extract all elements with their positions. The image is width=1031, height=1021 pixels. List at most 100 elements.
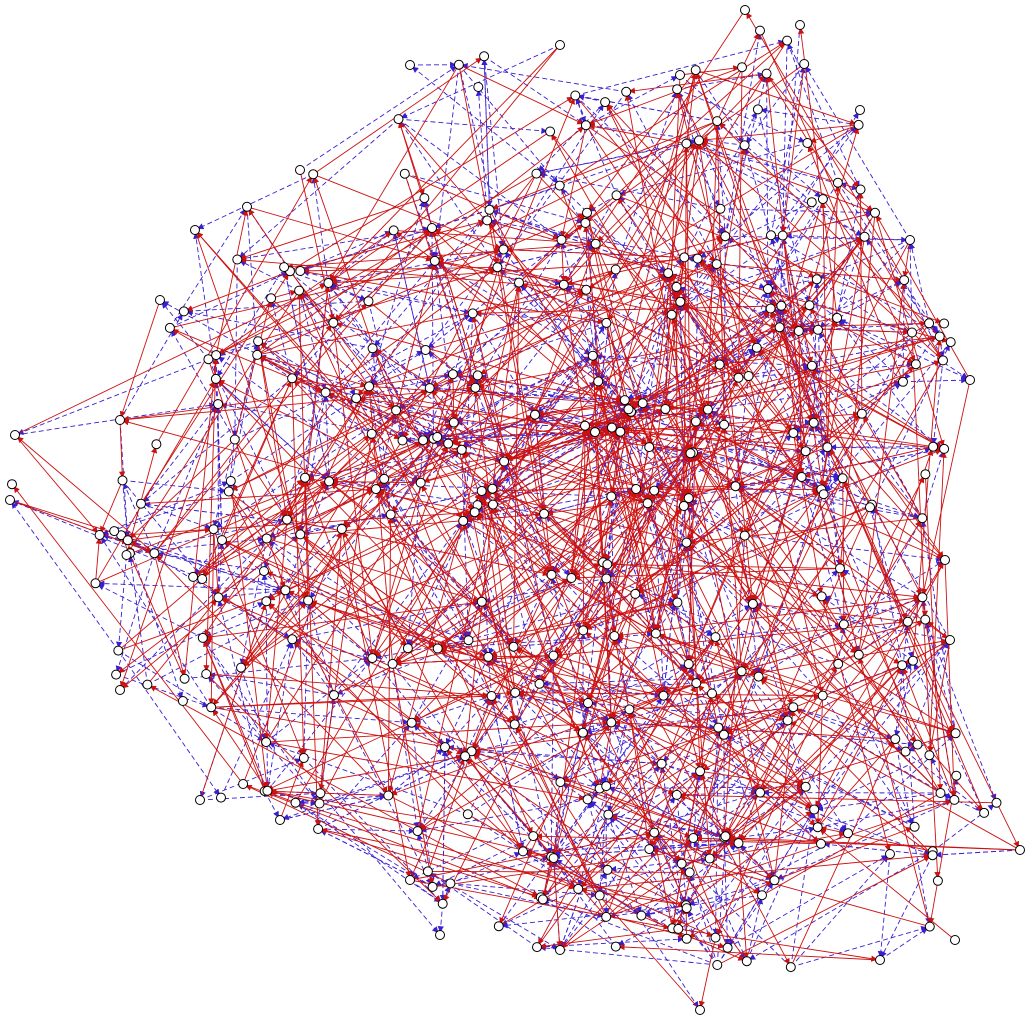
node — [822, 442, 833, 453]
edge — [686, 542, 941, 794]
edge — [513, 574, 552, 647]
edge — [404, 173, 562, 241]
edge — [489, 185, 560, 211]
edge — [228, 491, 389, 796]
edge — [215, 173, 537, 356]
edge — [709, 727, 721, 859]
edge — [684, 542, 713, 694]
edge — [265, 600, 469, 815]
edge — [586, 212, 650, 448]
edge — [698, 937, 716, 1011]
edge — [715, 636, 789, 721]
edge — [697, 208, 721, 259]
edge — [563, 284, 666, 410]
edge — [879, 854, 934, 961]
edge — [514, 702, 589, 725]
edge — [398, 44, 561, 120]
edge — [820, 323, 930, 490]
edge — [300, 227, 433, 272]
edge — [409, 879, 673, 930]
edge — [257, 341, 310, 601]
edge — [234, 439, 288, 520]
edge — [422, 374, 454, 441]
edge — [574, 95, 587, 126]
node — [290, 797, 301, 808]
edge — [417, 695, 664, 832]
node — [266, 293, 277, 304]
node — [432, 643, 443, 654]
node — [472, 370, 483, 381]
edge — [228, 491, 438, 649]
node — [793, 326, 804, 336]
edge — [417, 798, 588, 833]
node — [351, 393, 362, 404]
edge — [817, 825, 933, 852]
edge — [725, 235, 911, 243]
edge — [156, 174, 314, 445]
edge — [718, 727, 915, 828]
node — [476, 596, 487, 607]
node — [753, 671, 764, 682]
edge — [801, 446, 934, 479]
edge — [544, 476, 802, 516]
edge — [265, 657, 373, 743]
edge — [752, 603, 956, 734]
edge — [402, 173, 537, 441]
node — [927, 850, 938, 861]
edge — [575, 39, 788, 96]
node — [658, 690, 669, 701]
edge — [847, 732, 956, 834]
edge — [597, 722, 612, 896]
node — [122, 535, 133, 546]
edge — [604, 101, 739, 378]
edge — [672, 832, 849, 929]
edge — [439, 747, 446, 904]
edge — [871, 341, 952, 505]
edge — [817, 738, 896, 828]
edge — [608, 619, 926, 815]
node — [720, 231, 731, 242]
node — [910, 359, 921, 370]
edge — [444, 656, 489, 748]
edge — [725, 124, 859, 237]
node — [287, 634, 298, 645]
edge — [450, 882, 600, 898]
node — [499, 456, 510, 467]
edge — [814, 754, 930, 810]
edge — [488, 656, 612, 723]
edge — [230, 341, 260, 482]
edge — [774, 799, 955, 881]
edge — [782, 232, 911, 241]
node — [602, 864, 613, 875]
edge — [118, 419, 126, 481]
edge — [372, 657, 677, 796]
edge — [221, 438, 434, 541]
edge — [676, 602, 691, 665]
node — [710, 632, 721, 643]
edge — [610, 140, 700, 497]
edge — [536, 814, 609, 948]
node — [663, 268, 674, 279]
node — [242, 201, 252, 212]
node — [581, 284, 592, 295]
node — [397, 435, 408, 446]
edge — [793, 706, 955, 801]
edge — [551, 411, 632, 576]
edge — [498, 904, 687, 929]
node — [121, 550, 132, 560]
edge — [819, 199, 828, 448]
edge — [267, 789, 534, 837]
edge — [595, 243, 951, 343]
node — [379, 473, 390, 484]
node — [991, 797, 1002, 808]
edge — [857, 189, 864, 414]
edge — [119, 419, 377, 490]
edge — [434, 120, 718, 262]
node — [387, 658, 398, 669]
node — [111, 669, 122, 680]
edge — [667, 272, 720, 365]
edge — [115, 600, 267, 676]
edge — [877, 853, 891, 961]
edge — [641, 403, 719, 728]
node — [757, 890, 767, 901]
